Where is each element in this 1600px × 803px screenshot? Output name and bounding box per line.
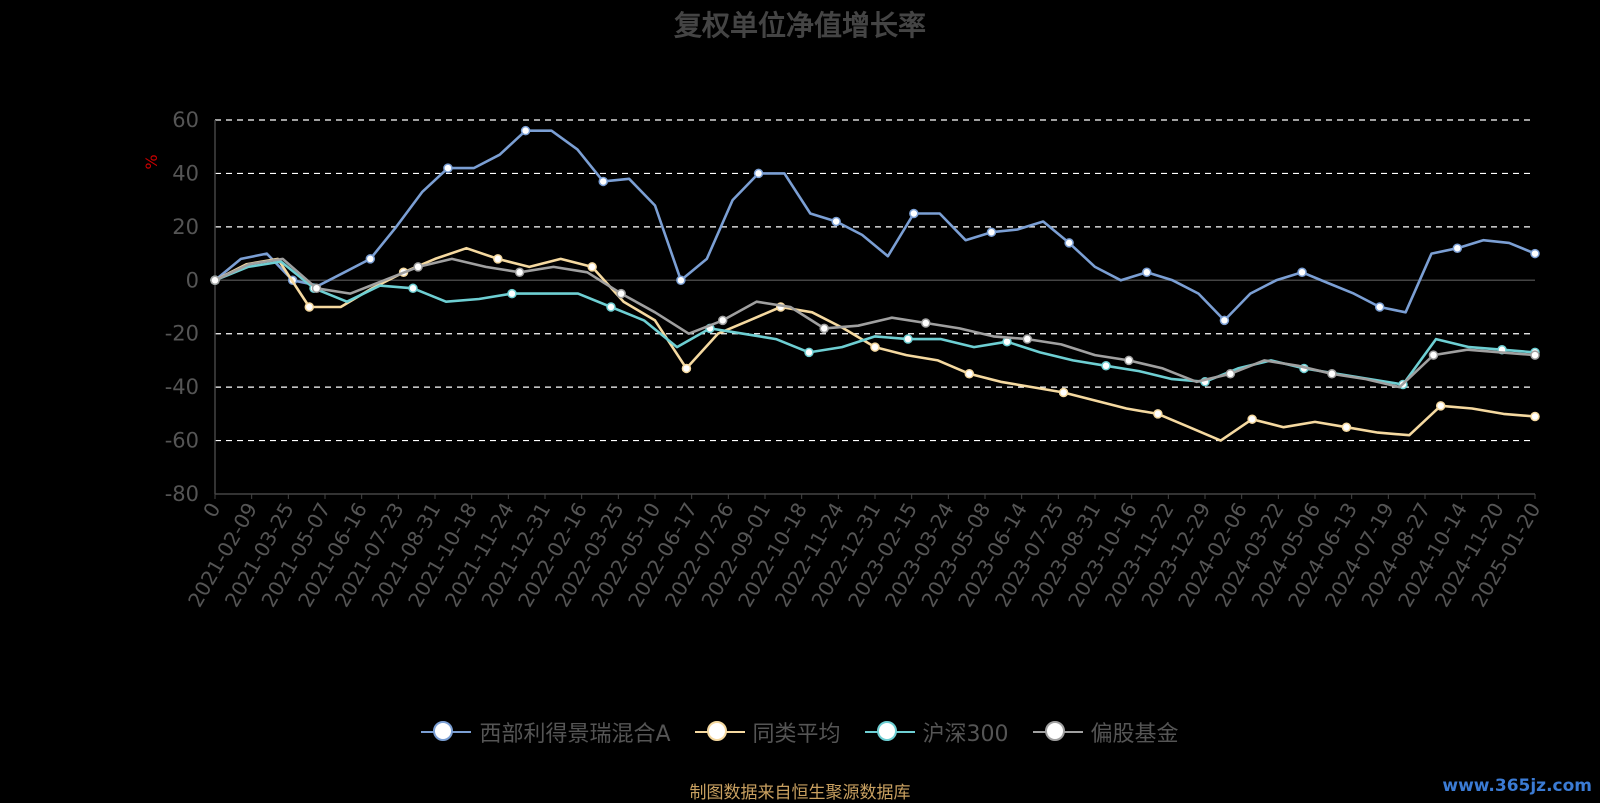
y-axis-label: % (142, 154, 161, 169)
series-point-0 (753, 168, 764, 179)
legend-label: 偏股基金 (1090, 722, 1179, 747)
y-tick-label: -40 (165, 375, 199, 399)
series-point-1 (681, 363, 692, 374)
series-point-3 (311, 283, 322, 294)
series-point-1 (1530, 411, 1540, 422)
series-point-3 (1225, 369, 1236, 379)
legend-label: 西部利得景瑞混合A (479, 722, 671, 747)
series-point-1 (870, 342, 880, 352)
chart-legend: 西部利得景瑞混合A 同类平均 沪深300 偏股基金 (0, 716, 1600, 748)
series-point-1 (1247, 414, 1257, 424)
series-point-2 (1101, 361, 1111, 371)
series-point-0 (1530, 248, 1540, 259)
series-point-1 (304, 302, 315, 312)
series-line-0 (214, 129, 1536, 322)
y-tick-label: 0 (186, 268, 199, 292)
series-point-3 (1124, 355, 1134, 366)
series-point-0 (1374, 302, 1385, 312)
series-point-0 (443, 163, 453, 173)
y-tick-label: -20 (165, 322, 199, 346)
series-point-1 (1341, 422, 1352, 432)
y-tick-label: 40 (172, 161, 199, 185)
line-chart: 6040200-20-40-60-80%02021-02-092021-03-2… (142, 108, 1545, 611)
series-point-1 (1435, 401, 1446, 411)
series-point-2 (804, 347, 814, 358)
series-point-3 (1428, 350, 1439, 360)
series-point-3 (921, 318, 931, 328)
series-point-3 (1022, 334, 1033, 344)
series-point-3 (717, 315, 728, 326)
legend-label: 沪深300 (922, 722, 1009, 747)
series-point-3 (514, 267, 525, 278)
legend-label: 同类平均 (752, 722, 841, 747)
series-point-0 (1219, 315, 1230, 326)
series-point-0 (909, 208, 919, 219)
series-point-0 (831, 216, 841, 227)
series-point-3 (1327, 369, 1337, 379)
y-tick-label: 20 (172, 215, 199, 239)
series-point-2 (903, 334, 913, 344)
series-point-1 (1153, 409, 1163, 419)
series-point-0 (365, 254, 376, 264)
series-point-3 (413, 262, 423, 272)
series-point-0 (520, 125, 531, 136)
series-point-0 (676, 275, 686, 286)
series-point-0 (1064, 238, 1074, 248)
series-point-2 (507, 288, 517, 299)
series-point-0 (986, 227, 997, 237)
chart-title: 复权单位净值增长率 (673, 9, 926, 42)
legend-item-equity-fund[interactable]: 偏股基金 (1032, 716, 1179, 748)
legend-item-peer-average[interactable]: 同类平均 (694, 716, 841, 748)
series-point-2 (408, 283, 418, 294)
legend-item-csi300[interactable]: 沪深300 (864, 716, 1009, 748)
x-tick-label: 0 (198, 499, 225, 522)
legend-marker-icon (864, 719, 915, 745)
series-point-1 (964, 369, 975, 379)
watermark: www.365jz.com (1442, 776, 1592, 796)
series-point-0 (1142, 267, 1152, 278)
series-point-1 (587, 262, 597, 272)
legend-marker-icon (1032, 719, 1083, 745)
series-point-3 (819, 323, 829, 334)
legend-marker-icon (694, 719, 745, 745)
data-source-note: 制图数据来自恒生聚源数据库 (689, 783, 911, 803)
series-point-1 (493, 254, 503, 264)
series-point-1 (1058, 387, 1069, 398)
series-line-3 (214, 257, 1536, 389)
y-tick-label: 60 (172, 108, 199, 132)
legend-item-fund[interactable]: 西部利得景瑞混合A (421, 716, 671, 748)
series-point-2 (606, 302, 616, 312)
series-point-3 (616, 288, 626, 299)
legend-marker-icon (421, 719, 472, 745)
y-tick-label: -80 (165, 482, 199, 506)
series-point-3 (1530, 350, 1540, 360)
y-tick-label: -60 (165, 429, 199, 453)
series-point-0 (1297, 267, 1307, 278)
series-point-3 (210, 275, 220, 286)
series-point-0 (1452, 243, 1463, 253)
series-point-0 (598, 176, 608, 187)
